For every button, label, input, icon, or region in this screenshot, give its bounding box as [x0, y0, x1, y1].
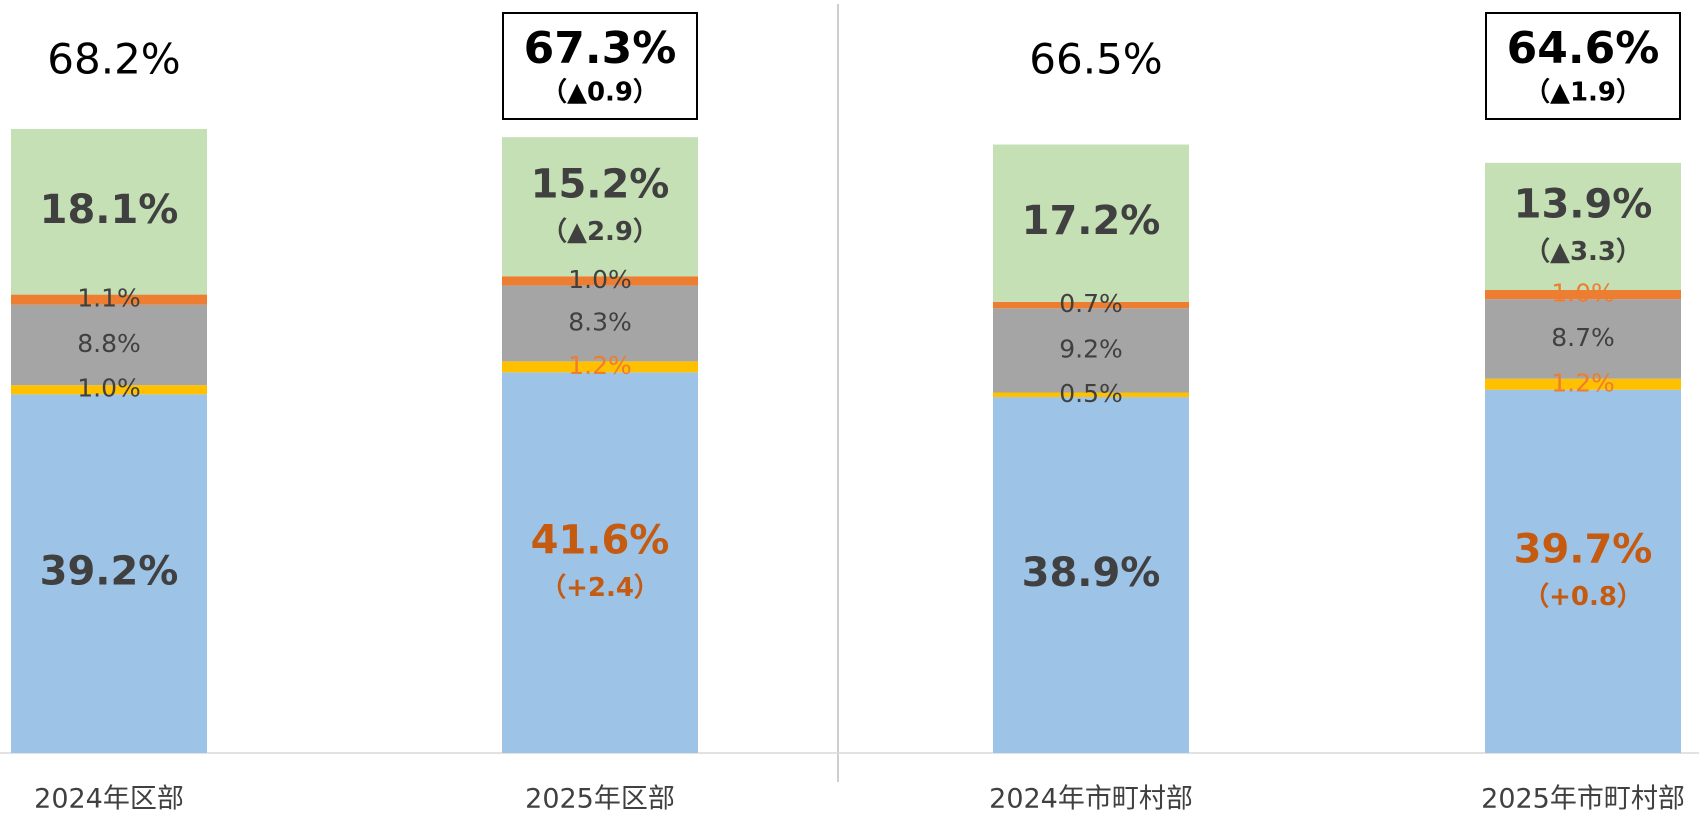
bar-segment	[993, 397, 1189, 753]
bar-segment	[993, 301, 1189, 309]
x-tick-label: 2025年区部	[525, 784, 675, 815]
value-label: 1.2%	[1551, 368, 1615, 397]
bar-segment	[11, 385, 207, 395]
bar-segment	[502, 285, 698, 362]
bar-segment	[11, 128, 207, 295]
value-label: 15.2%	[531, 162, 670, 208]
bar-segment	[1485, 299, 1681, 379]
value-label: 13.9%	[1514, 181, 1653, 227]
value-label: 1.0%	[1551, 279, 1615, 308]
total-label: 66.5%	[1029, 35, 1162, 84]
total-change: （▲0.9）	[541, 78, 659, 108]
bar-segment	[11, 394, 207, 753]
total-box	[502, 12, 698, 120]
value-label: 8.8%	[77, 329, 141, 358]
value-label: 8.3%	[568, 307, 632, 336]
value-label: 1.0%	[568, 265, 632, 294]
bar-segment	[11, 294, 207, 305]
total-label: 67.3%	[524, 23, 677, 74]
bar-segment	[502, 137, 698, 277]
bar-segment	[1485, 389, 1681, 753]
value-label: 0.7%	[1059, 289, 1123, 318]
value-label: 0.5%	[1059, 379, 1123, 408]
change-label: （▲3.3）	[1524, 237, 1642, 267]
x-tick-label: 2025年市町村部	[1481, 784, 1685, 815]
bar-segment	[993, 144, 1189, 302]
bar-segment	[993, 392, 1189, 398]
value-label: 38.9%	[1022, 550, 1161, 596]
total-change: （▲1.9）	[1524, 78, 1642, 108]
bar-segment	[502, 276, 698, 286]
total-box	[1485, 12, 1681, 120]
value-label: 8.7%	[1551, 323, 1615, 352]
total-label: 68.2%	[47, 35, 180, 84]
x-tick-label: 2024年区部	[34, 784, 184, 815]
bar-segment	[502, 372, 698, 753]
change-label: （+2.4）	[540, 573, 660, 603]
bar-segment	[993, 308, 1189, 393]
value-label: 39.2%	[40, 549, 179, 595]
value-label: 18.1%	[40, 187, 179, 233]
bar-segment	[11, 304, 207, 386]
bar-segment	[502, 361, 698, 373]
bar-segment	[1485, 290, 1681, 300]
bar-segment	[1485, 162, 1681, 291]
value-label: 39.7%	[1514, 526, 1653, 572]
x-tick-label: 2024年市町村部	[989, 784, 1193, 815]
bar-segment	[1485, 378, 1681, 390]
change-label: （▲2.9）	[541, 217, 659, 247]
change-label: （+0.8）	[1523, 582, 1643, 612]
value-label: 1.2%	[568, 351, 632, 380]
value-label: 1.0%	[77, 374, 141, 403]
value-label: 1.1%	[77, 284, 141, 313]
value-label: 17.2%	[1022, 198, 1161, 244]
value-label: 41.6%	[531, 518, 670, 564]
value-label: 9.2%	[1059, 334, 1123, 363]
total-label: 64.6%	[1507, 23, 1660, 74]
